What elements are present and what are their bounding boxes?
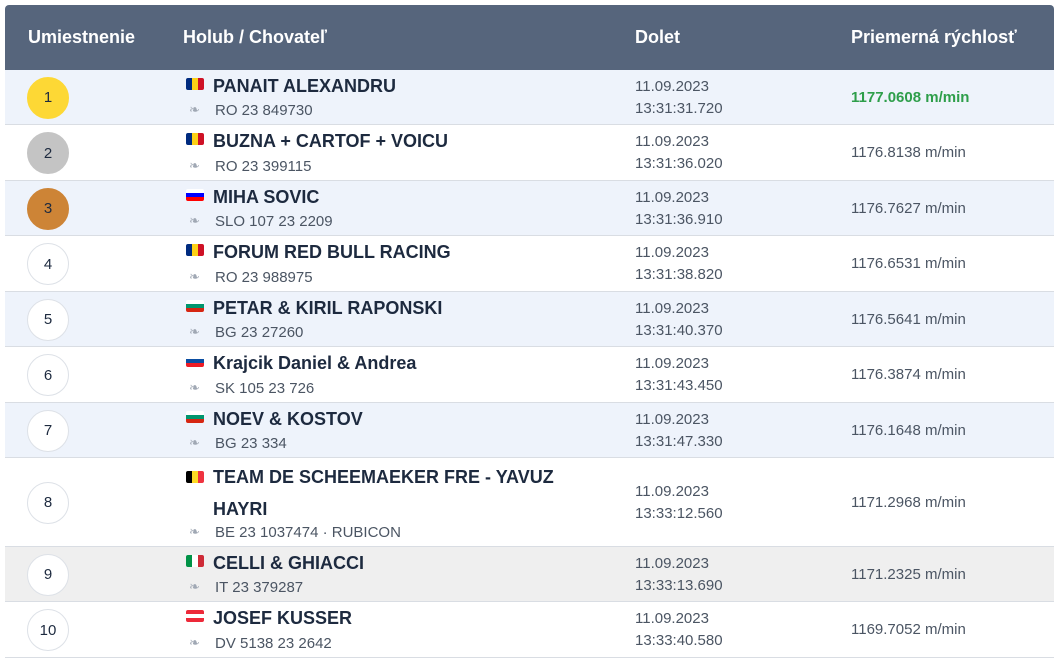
arrival-time: 13:33:40.580 bbox=[635, 632, 723, 649]
table-row[interactable]: 3 MIHA SOVIC ❧ SLO 107 23 2209 11.09.2023 13:… bbox=[5, 181, 1054, 236]
flag-it-icon bbox=[186, 555, 204, 567]
flag-ro-icon bbox=[186, 244, 204, 256]
average-speed: 1176.1648 m/min bbox=[851, 421, 966, 439]
table-row[interactable]: 10 JOSEF KUSSER ❧ DV 5138 23 2642 11.09.2023… bbox=[5, 602, 1054, 658]
ring-number[interactable]: RO 23 849730 bbox=[215, 102, 313, 119]
table-row[interactable]: 1 PANAIT ALEXANDRU ❧ RO 23 849730 11.09.2023… bbox=[5, 70, 1054, 125]
average-speed: 1176.8138 m/min bbox=[851, 144, 966, 161]
table-row[interactable]: 5 PETAR & KIRIL RAPONSKI ❧ BG 23 27260 11.09… bbox=[5, 292, 1054, 347]
arrival-time: 13:31:36.910 bbox=[635, 210, 723, 228]
pigeon-icon: ❧ bbox=[189, 579, 200, 594]
arrival-time: 13:31:43.450 bbox=[635, 377, 723, 394]
flag-sk-icon bbox=[186, 355, 204, 367]
breeder-name[interactable]: MIHA SOVIC bbox=[213, 187, 320, 207]
breeder-name[interactable]: BUZNA + CARTOF + VOICU bbox=[213, 131, 449, 151]
arrival-date: 11.09.2023 bbox=[635, 133, 709, 150]
arrival-date: 11.09.2023 bbox=[635, 482, 709, 500]
flag-ro-icon bbox=[186, 78, 204, 90]
place-badge: 4 bbox=[27, 243, 69, 285]
table-row[interactable]: 6 Krajcik Daniel & Andrea ❧ SK 105 23 726 11… bbox=[5, 347, 1054, 403]
flag-si-icon bbox=[186, 189, 204, 201]
ring-number[interactable]: IT 23 379287 bbox=[215, 579, 304, 596]
pigeon-icon: ❧ bbox=[189, 269, 200, 284]
flag-bg-icon bbox=[186, 300, 204, 312]
place-badge: 9 bbox=[27, 553, 69, 596]
flag-ro-icon bbox=[186, 133, 204, 145]
pigeon-icon: ❧ bbox=[189, 158, 200, 173]
ring-number[interactable]: BG 23 27260 bbox=[215, 324, 304, 341]
arrival-date: 11.09.2023 bbox=[635, 244, 709, 261]
place-badge: 8 bbox=[27, 481, 69, 524]
pigeon-icon: ❧ bbox=[189, 102, 200, 117]
place-badge: 1 bbox=[27, 76, 69, 119]
header-pigeon[interactable]: Holub / Chovateľ bbox=[183, 27, 327, 47]
arrival-time: 13:31:40.370 bbox=[635, 321, 723, 339]
table-row[interactable]: 2 BUZNA + CARTOF + VOICU ❧ RO 23 399115 11.0… bbox=[5, 125, 1054, 181]
pigeon-icon: ❧ bbox=[189, 380, 200, 395]
header-dolet[interactable]: Dolet bbox=[635, 27, 680, 47]
place-badge: 7 bbox=[27, 409, 69, 452]
ring-number[interactable]: DV 5138 23 2642 bbox=[215, 635, 332, 652]
ring-number[interactable]: BE 23 1037474 · RUBICON bbox=[215, 524, 401, 541]
breeder-name[interactable]: PETAR & KIRIL RAPONSKI bbox=[213, 298, 443, 318]
arrival-date: 11.09.2023 bbox=[635, 410, 709, 428]
arrival-time: 13:31:47.330 bbox=[635, 432, 723, 450]
breeder-name[interactable]: PANAIT ALEXANDRU bbox=[213, 76, 396, 96]
ring-number[interactable]: SK 105 23 726 bbox=[215, 380, 315, 397]
average-speed: 1176.6531 m/min bbox=[851, 255, 966, 272]
arrival-time: 13:31:36.020 bbox=[635, 155, 723, 172]
breeder-name[interactable]: NOEV & KOSTOV bbox=[213, 409, 363, 429]
pigeon-icon: ❧ bbox=[189, 435, 200, 450]
ring-number[interactable]: RO 23 399115 bbox=[215, 158, 312, 175]
table-row[interactable]: 4 FORUM RED BULL RACING ❧ RO 23 988975 11.09… bbox=[5, 236, 1054, 292]
table-row[interactable]: 8 TEAM DE SCHEEMAEKER FRE - YAVUZ HAYRI ❧ B… bbox=[5, 458, 1054, 547]
pigeon-icon: ❧ bbox=[189, 213, 200, 228]
ring-number[interactable]: BG 23 334 bbox=[215, 435, 287, 452]
place-badge: 10 bbox=[27, 609, 69, 651]
breeder-name[interactable]: CELLI & GHIACCI bbox=[213, 553, 364, 573]
flag-be-icon bbox=[186, 471, 204, 483]
arrival-time: 13:31:38.820 bbox=[635, 266, 723, 283]
ring-number[interactable]: RO 23 988975 bbox=[215, 269, 313, 286]
pigeon-icon: ❧ bbox=[189, 324, 200, 339]
average-speed: 1176.7627 m/min bbox=[851, 199, 966, 217]
pigeon-icon: ❧ bbox=[189, 635, 200, 650]
arrival-date: 11.09.2023 bbox=[635, 610, 709, 627]
place-badge: 2 bbox=[27, 132, 69, 174]
place-badge: 3 bbox=[27, 187, 69, 230]
breeder-name[interactable]: FORUM RED BULL RACING bbox=[213, 242, 451, 262]
average-speed: 1169.7052 m/min bbox=[851, 621, 966, 638]
arrival-time: 13:31:31.720 bbox=[635, 99, 723, 117]
average-speed: 1171.2325 m/min bbox=[851, 565, 966, 583]
average-speed: 1171.2968 m/min bbox=[851, 493, 966, 511]
table-row[interactable]: 9 CELLI & GHIACCI ❧ IT 23 379287 11.09.2023 1… bbox=[5, 547, 1054, 602]
arrival-date: 11.09.2023 bbox=[635, 188, 709, 206]
average-speed: 1177.0608 m/min bbox=[851, 88, 970, 106]
flag-at-icon bbox=[186, 610, 204, 622]
results-table: Umiestnenie Holub / Chovateľ Dolet Priem… bbox=[5, 5, 1054, 658]
breeder-name[interactable]: JOSEF KUSSER bbox=[213, 608, 353, 628]
table-body: 1 PANAIT ALEXANDRU ❧ RO 23 849730 11.09.2023… bbox=[5, 70, 1054, 658]
breeder-name[interactable]: Krajcik Daniel & Andrea bbox=[213, 353, 417, 373]
table-row[interactable]: 7 NOEV & KOSTOV ❧ BG 23 334 11.09.2023 13:31:… bbox=[5, 403, 1054, 458]
table-header: Umiestnenie Holub / Chovateľ Dolet Priem… bbox=[5, 5, 1054, 70]
header-place[interactable]: Umiestnenie bbox=[28, 27, 136, 47]
arrival-time: 13:33:12.560 bbox=[635, 504, 723, 522]
place-badge: 5 bbox=[27, 298, 69, 341]
flag-bg-icon bbox=[186, 411, 204, 423]
header-speed[interactable]: Priemerná rýchlosť bbox=[851, 27, 1017, 47]
average-speed: 1176.5641 m/min bbox=[851, 310, 966, 328]
arrival-date: 11.09.2023 bbox=[635, 299, 709, 317]
pigeon-icon: ❧ bbox=[189, 524, 200, 539]
arrival-date: 11.09.2023 bbox=[635, 77, 709, 95]
arrival-time: 13:33:13.690 bbox=[635, 576, 723, 594]
breeder-name[interactable]: TEAM DE SCHEEMAEKER FRE - YAVUZ HAYRI bbox=[213, 467, 554, 519]
arrival-date: 11.09.2023 bbox=[635, 355, 709, 372]
arrival-date: 11.09.2023 bbox=[635, 554, 709, 572]
average-speed: 1176.3874 m/min bbox=[851, 366, 966, 383]
place-badge: 6 bbox=[27, 354, 69, 396]
ring-number[interactable]: SLO 107 23 2209 bbox=[215, 213, 333, 230]
